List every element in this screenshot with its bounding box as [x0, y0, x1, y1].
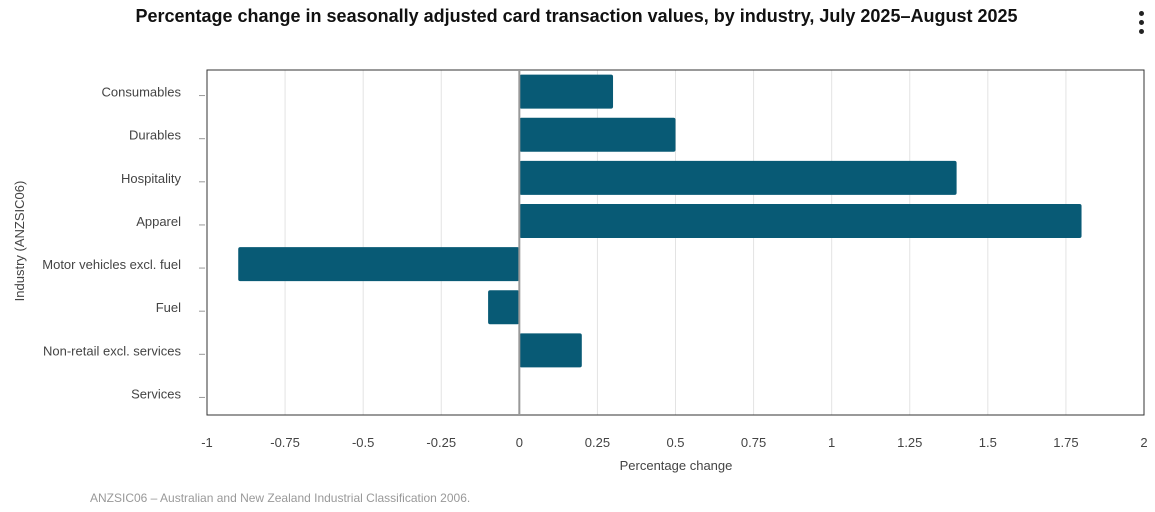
vertical-ellipsis-icon — [1139, 20, 1144, 25]
bar[interactable] — [519, 160, 957, 195]
bar[interactable] — [519, 203, 1082, 238]
x-tick-label: -0.5 — [352, 435, 374, 450]
x-tick-label: -1 — [201, 435, 213, 450]
chart-menu-button[interactable] — [1130, 8, 1154, 38]
axes — [206, 69, 1145, 416]
x-tick-label: -0.25 — [426, 435, 456, 450]
x-tick-labels: -1 -0.75 -0.5 -0.25 0 0.25 0.5 0.75 1 1.25 1.5 1.75… — [201, 435, 1147, 450]
bars — [238, 74, 1082, 368]
x-tick-label: 0.5 — [666, 435, 684, 450]
bar[interactable] — [488, 290, 520, 325]
bar[interactable] — [519, 333, 582, 368]
y-axis-label: Industry (ANZSIC06) — [12, 181, 27, 302]
x-tick-label: 2 — [1140, 435, 1147, 450]
y-tick-marks — [199, 95, 205, 398]
category-labels: Consumables Durables Hospitality Apparel Mot… — [42, 85, 181, 402]
x-axis-label: Percentage change — [620, 458, 733, 473]
x-tick-label: 1.25 — [897, 435, 922, 450]
category-label: Consumables — [102, 85, 182, 100]
category-label: Durables — [129, 128, 182, 143]
chart-title: Percentage change in seasonally adjusted… — [135, 6, 1018, 26]
bar[interactable] — [519, 74, 614, 109]
footnote: ANZSIC06 – Australian and New Zealand In… — [90, 491, 471, 505]
x-tick-label: 1.5 — [979, 435, 997, 450]
x-tick-label: 0.25 — [585, 435, 610, 450]
x-tick-label: 1 — [828, 435, 835, 450]
category-label: Non-retail excl. services — [43, 343, 181, 358]
vertical-ellipsis-icon — [1139, 11, 1144, 16]
bar[interactable] — [238, 247, 520, 282]
category-label: Motor vehicles excl. fuel — [42, 257, 181, 272]
category-label: Services — [131, 386, 181, 401]
x-tick-label: -0.75 — [270, 435, 300, 450]
category-label: Hospitality — [121, 171, 181, 186]
bar[interactable] — [519, 117, 676, 152]
vertical-ellipsis-icon — [1139, 29, 1144, 34]
x-tick-label: 0 — [516, 435, 523, 450]
x-tick-label: 0.75 — [741, 435, 766, 450]
gridlines — [284, 70, 1067, 415]
category-label: Apparel — [136, 214, 181, 229]
plot-frame — [206, 69, 1145, 416]
category-label: Fuel — [156, 300, 181, 315]
x-tick-label: 1.75 — [1053, 435, 1078, 450]
